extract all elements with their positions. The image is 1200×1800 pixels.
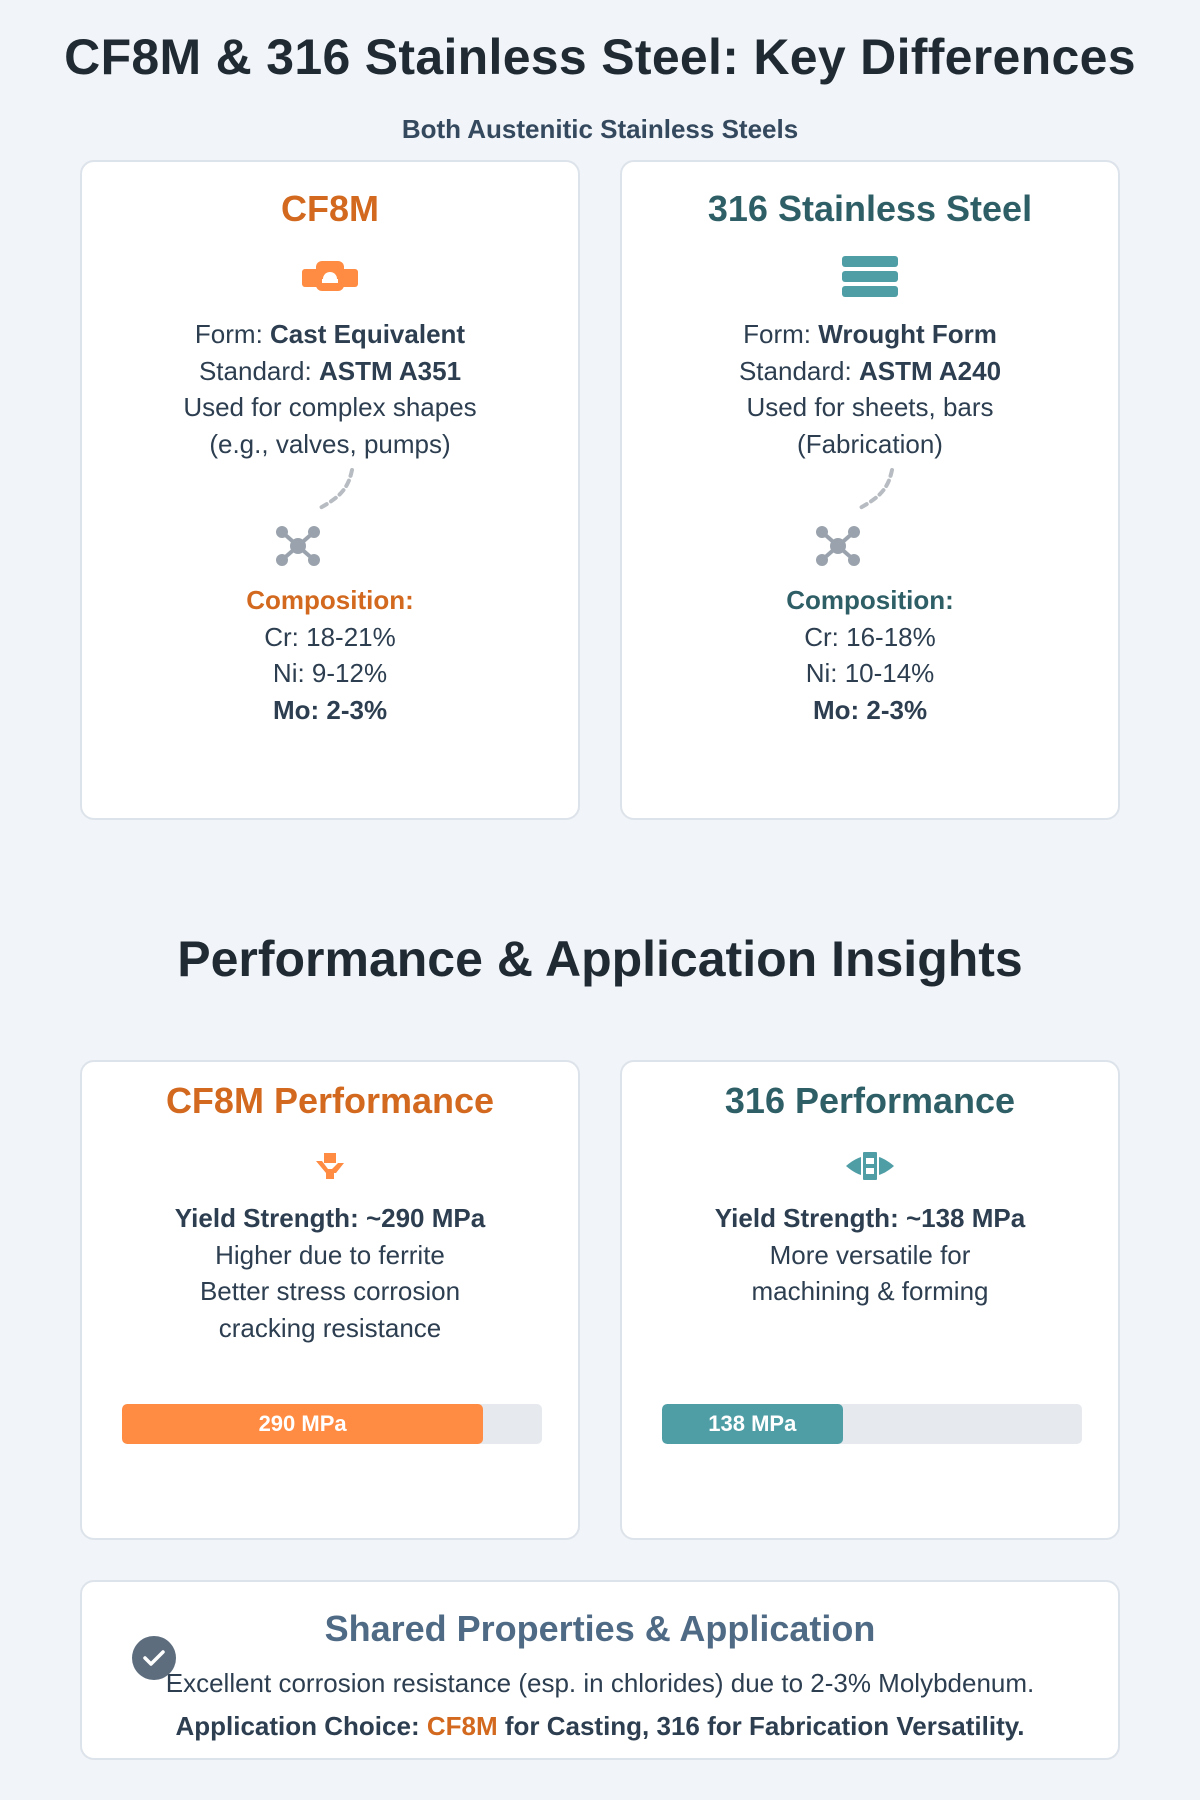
ss316-standard: Standard: ASTM A240 <box>738 355 1002 386</box>
ss316-cr: Cr: 16-18% <box>804 621 936 652</box>
cf8m-card: CF8M Form: Cast Equivalent Standard: AST… <box>80 160 580 820</box>
connector-arrow-icon <box>622 468 1118 518</box>
molecule-icon <box>18 524 578 568</box>
cf8m-perf-line1: Higher due to ferrite <box>215 1239 445 1270</box>
ss316-usage-line1: Used for sheets, bars <box>746 392 994 422</box>
cast-part-icon <box>82 252 578 302</box>
cf8m-standard: Standard: ASTM A351 <box>198 355 462 386</box>
ss316-yield-bar: 138 MPa <box>662 1404 843 1444</box>
ss316-performance-card: 316 Performance Yield Strength: ~138 MPa… <box>620 1060 1120 1540</box>
machining-icon <box>622 1146 1118 1186</box>
cf8m-ni: Ni: 9-12% <box>272 658 388 688</box>
shared-title: Shared Properties & Application <box>324 1608 876 1649</box>
molecule-icon <box>558 524 1118 568</box>
section-title: Performance & Application Insights <box>177 931 1023 987</box>
ss316-mo: Mo: 2-3% <box>812 694 928 725</box>
ss316-performance-title: 316 Performance <box>724 1080 1016 1121</box>
page-title: CF8M & 316 Stainless Steel: Key Differen… <box>64 29 1136 85</box>
cf8m-perf-line3: cracking resistance <box>218 1312 442 1343</box>
cf8m-yield-bar: 290 MPa <box>122 1404 484 1444</box>
ss316-card-title: 316 Stainless Steel <box>707 188 1033 229</box>
ss316-ni: Ni: 10-14% <box>805 658 935 688</box>
cf8m-card-title: CF8M <box>281 188 379 229</box>
stacked-sheets-icon <box>622 252 1118 302</box>
ss316-card: 316 Stainless Steel Form: Wrought Form S… <box>620 160 1120 820</box>
shared-description: Excellent corrosion resistance (esp. in … <box>165 1668 1035 1698</box>
cf8m-perf-line2: Better stress corrosion <box>199 1276 461 1306</box>
ss316-composition-heading: Composition: <box>786 585 954 615</box>
ss316-yield: Yield Strength: ~138 MPa <box>714 1203 1026 1233</box>
cf8m-usage-line1: Used for complex shapes <box>183 392 477 422</box>
cf8m-usage-line2: (e.g., valves, pumps) <box>209 428 451 459</box>
ss316-perf-line1: More versatile for <box>769 1239 971 1270</box>
ss316-yield-bar-track: 138 MPa <box>662 1404 1082 1444</box>
cf8m-mo: Mo: 2-3% <box>272 694 388 725</box>
application-choice: Application Choice: CF8M for Casting, 31… <box>175 1711 1025 1741</box>
cf8m-yield-bar-track: 290 MPa <box>122 1404 542 1444</box>
ss316-form: Form: Wrought Form <box>743 319 997 349</box>
ss316-perf-line2: machining & forming <box>751 1276 989 1306</box>
stress-tool-icon <box>82 1146 578 1186</box>
cf8m-performance-title: CF8M Performance <box>165 1080 495 1121</box>
ss316-usage-line2: (Fabrication) <box>797 428 943 459</box>
cf8m-cr: Cr: 18-21% <box>264 621 396 652</box>
shared-properties-card: Shared Properties & Application Excellen… <box>80 1580 1120 1760</box>
page-subtitle: Both Austenitic Stainless Steels <box>401 114 799 144</box>
cf8m-form: Form: Cast Equivalent <box>194 319 466 349</box>
check-icon <box>132 1636 176 1680</box>
cf8m-composition-heading: Composition: <box>246 585 414 615</box>
cf8m-performance-card: CF8M Performance Yield Strength: ~290 MP… <box>80 1060 580 1540</box>
cf8m-yield: Yield Strength: ~290 MPa <box>174 1203 486 1233</box>
connector-arrow-icon <box>82 468 578 518</box>
